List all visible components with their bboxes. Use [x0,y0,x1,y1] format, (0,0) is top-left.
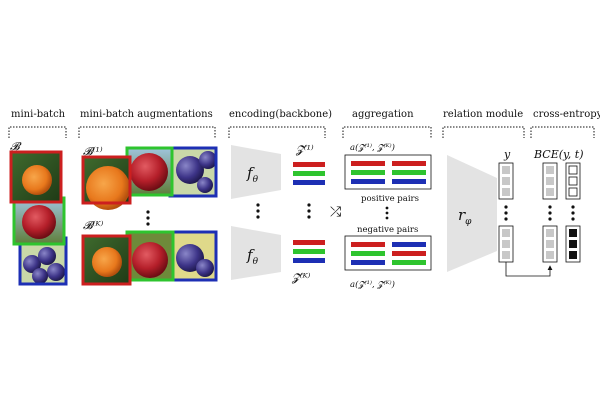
header-minibatch: mini-batch [8,109,67,138]
augK-plums [168,230,218,282]
header-augmentations: mini-batch augmentations [78,109,216,138]
header-crossentropy-bracket [530,126,595,138]
header-aggregation-label: aggregation [352,109,414,120]
aug1-orange [81,155,132,210]
f-symbol-2: f [246,246,255,264]
shuffle-icon: ⤮ [330,204,341,220]
augmentation-group-1 [81,146,218,210]
bce-target-top [565,162,581,200]
header-augmentations-bracket [78,126,216,138]
aug1-apple [125,146,174,197]
embedding-bars-top [293,162,325,185]
header-aggregation: aggregation [342,109,432,138]
header-minibatch-bracket [8,126,67,138]
header-relation: relation module [442,109,525,138]
f-theta-top: fθ [246,164,259,185]
positive-pairs-label: positive pairs [361,194,419,204]
theta-subscript-2: θ [253,257,259,267]
bce-dots [548,205,575,221]
y-dots [504,205,508,221]
bce-prediction-bottom [542,225,558,263]
encoder-dots [256,203,260,219]
aug1-plums [168,146,218,198]
r-phi: rφ [458,206,472,227]
phi-subscript: φ [465,217,472,227]
y-column-bottom [498,225,514,263]
header-encoding-bracket [228,126,326,138]
y-column-top [498,162,514,200]
header-encoding-label: encoding(backbone) [229,109,332,120]
header-aggregation-bracket [342,126,432,138]
symbol-batch-aug1: 𝓑⁽¹⁾ [83,145,103,158]
header-relation-label: relation module [443,109,523,120]
augmentation-dots [146,210,150,226]
augK-orange [81,234,132,286]
negative-pairs-label: negative pairs [357,225,418,235]
relation-module-shape: rφ [447,155,497,272]
image-apple-small [12,196,66,246]
theta-subscript: θ [253,175,259,185]
negative-pairs-box [344,235,432,271]
symbol-y: y [503,148,511,161]
encoder-bottom: fθ [231,226,281,280]
header-relation-bracket [442,126,525,138]
bce-target-bottom [565,225,581,263]
encoder-top: fθ [231,145,281,199]
header-augmentations-label: mini-batch augmentations [80,109,213,120]
embedding-dots [307,203,311,219]
positive-pairs-box [344,154,432,190]
symbol-zK: 𝓩⁽ᴷ⁾ [291,271,311,284]
connector-arrow [505,262,553,277]
image-plums-small [18,236,68,286]
header-encoding: encoding(backbone) [228,109,332,138]
symbol-batch: 𝓑 [10,140,22,153]
f-theta-bottom: fθ [246,246,259,267]
aggregation-dots [385,206,389,220]
symbol-z1: 𝓩⁽¹⁾ [295,143,314,156]
augmentation-group-K [81,230,218,286]
f-symbol: f [246,164,255,182]
header-minibatch-label: mini-batch [11,109,66,120]
bce-label: BCE(y, t) [533,148,583,161]
image-orange-small [9,150,63,204]
bce-prediction-top [542,162,558,200]
embedding-bars-bottom [293,240,325,263]
symbol-batch-augK: 𝓑⁽ᴷ⁾ [83,219,104,232]
aggregation-top-formula: a(𝓩⁽¹⁾, 𝓩⁽ᴷ⁾) [350,142,395,153]
header-crossentropy-label: cross-entropy [533,109,600,120]
r-symbol: r [458,206,466,224]
aggregation-bottom-formula: a(𝓩⁽¹⁾, 𝓩̃⁽ᴷ⁾) [350,279,395,290]
header-crossentropy: cross-entropy [530,109,600,138]
augK-apple [125,230,175,282]
